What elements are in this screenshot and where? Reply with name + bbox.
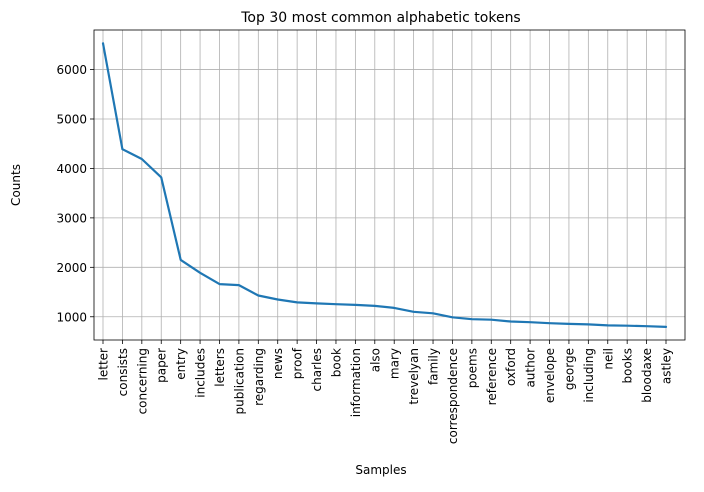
y-tick-label: 2000: [56, 261, 87, 275]
x-tick-label: letters: [213, 348, 227, 387]
x-tick-label: regarding: [252, 348, 266, 406]
x-tick-label: including: [582, 348, 596, 403]
x-tick-label: correspondence: [446, 348, 460, 444]
x-tick-label: george: [562, 348, 576, 390]
y-axis-title: Counts: [9, 164, 23, 206]
plot-frame: [94, 30, 685, 340]
x-tick-label: oxford: [504, 348, 518, 386]
y-tick-label: 6000: [56, 63, 87, 77]
x-tick-label: book: [329, 348, 343, 377]
series-line: [103, 43, 666, 327]
x-axis-title: Samples: [355, 463, 406, 477]
x-tick-label: family: [427, 348, 441, 385]
x-tick-label: poems: [465, 348, 479, 388]
x-tick-label: trevelyan: [407, 348, 421, 405]
chart-title: Top 30 most common alphabetic tokens: [240, 10, 520, 26]
x-tick-label: neil: [601, 348, 615, 370]
x-tick-label: astley: [660, 348, 674, 384]
x-tick-label: charles: [310, 348, 324, 391]
y-axis: 1000 2000 3000 4000 5000 6000: [56, 63, 94, 324]
x-tick-label: reference: [485, 348, 499, 405]
x-tick-label: bloodaxe: [640, 348, 654, 403]
x-tick-label: books: [621, 348, 635, 384]
y-tick-label: 1000: [56, 310, 87, 324]
x-tick-label: news: [271, 348, 285, 379]
grid: [94, 30, 685, 340]
x-axis: letter consists concerning paper entry includ…: [97, 340, 674, 444]
x-tick-label: envelope: [543, 348, 557, 403]
x-tick-label: consists: [116, 348, 130, 396]
x-tick-label: entry: [174, 348, 188, 380]
x-tick-label: author: [524, 348, 538, 388]
x-tick-label: includes: [194, 348, 208, 398]
y-tick-label: 4000: [56, 162, 87, 176]
x-tick-label: letter: [97, 348, 111, 381]
y-tick-label: 5000: [56, 112, 87, 126]
x-tick-label: also: [368, 348, 382, 372]
x-tick-label: mary: [388, 348, 402, 379]
y-tick-label: 3000: [56, 211, 87, 225]
x-tick-label: paper: [155, 348, 169, 383]
x-tick-label: proof: [291, 347, 305, 379]
x-tick-label: concerning: [135, 348, 149, 414]
x-tick-label: publication: [232, 348, 246, 414]
x-tick-label: information: [349, 348, 363, 417]
series-line-layer: [103, 43, 666, 327]
